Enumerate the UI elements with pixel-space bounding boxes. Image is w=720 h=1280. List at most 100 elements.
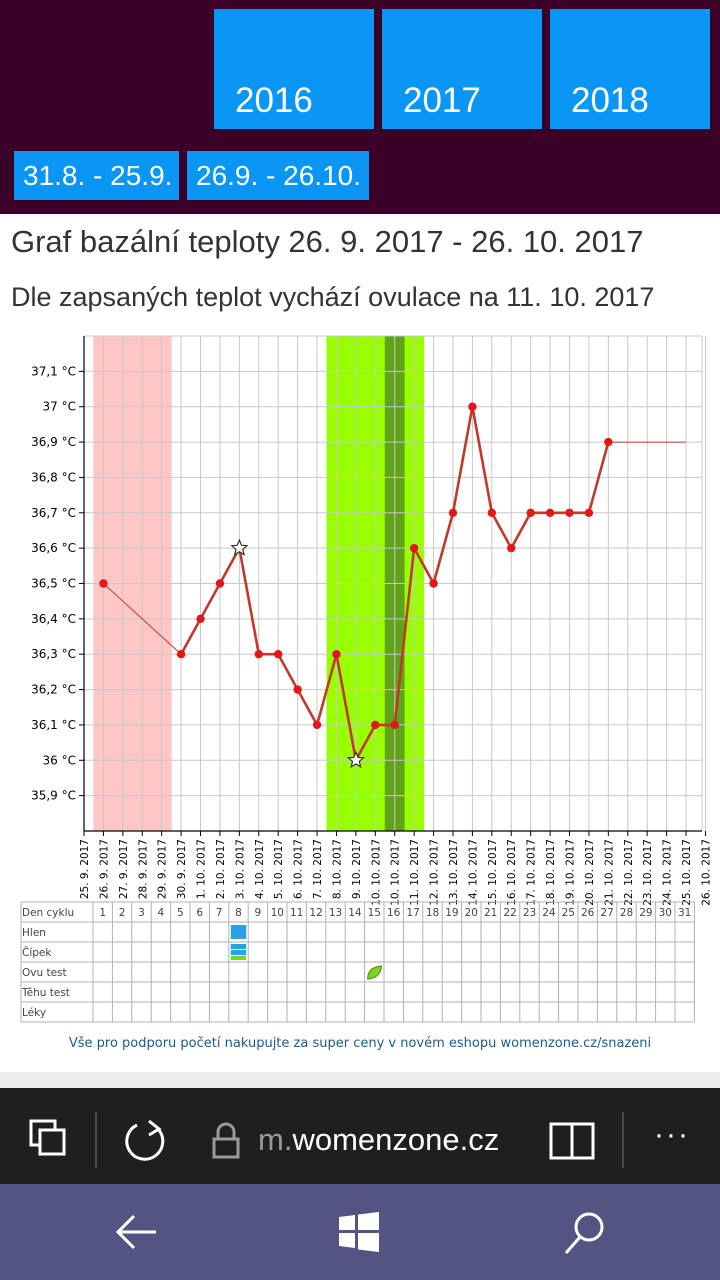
cycle-range-1[interactable]: 31.8. - 25.9. <box>14 151 179 200</box>
temperature-line <box>277 653 299 691</box>
cycle-range-2[interactable]: 26.9. - 26.10. <box>187 151 369 200</box>
temperature-point[interactable] <box>507 543 516 553</box>
y-tick-label: 36,6 °C <box>31 541 76 555</box>
temperature-point[interactable] <box>565 508 574 517</box>
temperature-point[interactable] <box>468 402 477 411</box>
table-row-label: Den cyklu <box>22 907 74 919</box>
cycle-day-number: 13 <box>329 907 342 919</box>
temperature-point[interactable] <box>254 650 263 659</box>
temperature-point[interactable] <box>584 508 594 517</box>
temperature-point[interactable] <box>293 685 302 694</box>
page-bottom-strip <box>0 1072 720 1088</box>
x-tick-label: 28. 9. 2017 <box>137 839 149 899</box>
y-tick-label: 36,4 °C <box>31 612 76 626</box>
url-domain: womenzone.cz <box>292 1122 500 1157</box>
temperature-point[interactable] <box>487 508 497 517</box>
cervix-stripes-icon[interactable] <box>230 944 247 949</box>
blue-square-icon[interactable] <box>230 925 247 939</box>
year-tile-2016[interactable]: 2016 <box>214 9 374 129</box>
toolbar-separator <box>622 1112 624 1168</box>
cycle-day-number: 25 <box>562 907 575 919</box>
temperature-point[interactable] <box>176 650 186 659</box>
cycle-day-number: 3 <box>138 907 145 919</box>
temperature-point[interactable] <box>448 508 458 517</box>
x-tick-label: 4. 10. 2017 <box>254 839 266 899</box>
y-tick-label: 37,1 °C <box>31 364 76 378</box>
temperature-line <box>315 653 338 726</box>
page-title: Graf bazální teploty 26. 9. 2017 - 26. 1… <box>11 224 644 259</box>
temperature-point[interactable] <box>409 543 419 553</box>
cycle-day-number: 16 <box>387 907 401 919</box>
temperature-point[interactable] <box>545 508 555 517</box>
star-marker[interactable] <box>230 538 249 556</box>
tabs-icon[interactable] <box>28 1118 68 1158</box>
y-tick-label: 36,2 °C <box>31 683 76 697</box>
x-tick-label: 19. 10. 2017 <box>565 839 577 906</box>
cycle-day-number: 26 <box>581 907 595 919</box>
temperature-line <box>296 688 319 726</box>
x-tick-label: 24. 10. 2017 <box>662 839 674 906</box>
x-tick-label: 3. 10. 2017 <box>234 839 246 899</box>
y-tick-label: 37 °C <box>43 400 76 414</box>
x-tick-label: 5. 10. 2017 <box>273 839 285 899</box>
cycle-day-number: 27 <box>600 907 613 919</box>
temperature-point[interactable] <box>429 579 438 588</box>
cycle-day-number: 20 <box>465 907 478 919</box>
green-leaf-icon[interactable] <box>367 965 383 980</box>
temperature-point[interactable] <box>604 437 613 447</box>
cycle-day-number: 31 <box>678 907 691 919</box>
back-arrow-icon[interactable] <box>112 1210 162 1254</box>
x-tick-label: 7. 10. 2017 <box>312 839 324 899</box>
temperature-point[interactable] <box>215 579 225 588</box>
temperature-line <box>413 547 435 585</box>
temperature-line <box>179 618 202 655</box>
cycle-day-number: 2 <box>119 907 126 919</box>
y-tick-label: 36,7 °C <box>31 506 76 520</box>
temperature-point[interactable] <box>371 720 380 730</box>
temperature-point[interactable] <box>526 508 535 517</box>
x-tick-label: 12. 10. 2017 <box>429 839 441 906</box>
temperature-line <box>393 548 416 726</box>
temperature-point[interactable] <box>99 579 108 588</box>
cycle-day-number: 8 <box>235 907 242 919</box>
temperature-line <box>354 724 377 761</box>
temperature-point[interactable] <box>390 720 399 730</box>
x-tick-label: 13. 10. 2017 <box>448 839 460 906</box>
windows-start-icon[interactable] <box>338 1211 380 1253</box>
system-nav-bar <box>0 1184 720 1280</box>
x-tick-label: 15. 10. 2017 <box>487 839 499 906</box>
y-tick-label: 35,9 °C <box>31 789 76 803</box>
x-tick-label: 29. 9. 2017 <box>157 839 169 899</box>
more-icon[interactable]: ··· <box>654 1118 690 1151</box>
reading-view-icon[interactable] <box>548 1118 598 1164</box>
cycle-day-number: 12 <box>309 907 322 919</box>
star-marker[interactable] <box>346 750 365 769</box>
x-tick-label: 27. 9. 2017 <box>118 839 130 899</box>
x-tick-label: 10. 10. 2017 <box>370 839 382 906</box>
bbt-chart: 37,1 °C 37 °C 36,9 °C 36,8 °C 36,7 °C 36,6 °C… <box>20 335 720 1023</box>
cycle-day-number: 30 <box>659 907 672 919</box>
temperature-point[interactable] <box>312 720 322 730</box>
table-row-label: Čípek <box>22 946 52 959</box>
temperature-point[interactable] <box>196 614 205 624</box>
temperature-point[interactable] <box>274 650 283 659</box>
search-icon[interactable] <box>562 1209 608 1257</box>
x-tick-label: 6. 10. 2017 <box>293 839 305 899</box>
year-tile-2017[interactable]: 2017 <box>382 9 542 129</box>
year-tile-2018[interactable]: 2018 <box>550 9 710 129</box>
browser-bar: m.womenzone.cz ··· <box>0 1088 720 1184</box>
x-tick-label: 21. 10. 2017 <box>603 839 615 906</box>
cycle-day-number: 4 <box>158 907 165 919</box>
eshop-promo-link[interactable]: Vše pro podporu početí nakupujte za supe… <box>68 1036 652 1051</box>
refresh-icon[interactable] <box>120 1116 170 1166</box>
address-bar[interactable]: m.womenzone.cz <box>258 1122 499 1158</box>
x-tick-label: 1. 10. 2017 <box>196 839 208 899</box>
y-tick-label: 36,9 °C <box>31 435 76 449</box>
x-tick-label: 2. 10. 2017 <box>215 839 227 899</box>
cycle-day-number: 9 <box>255 907 262 919</box>
y-tick-label: 36,5 °C <box>31 577 76 591</box>
temperature-point[interactable] <box>332 650 341 659</box>
cycle-day-number: 22 <box>503 907 516 919</box>
lock-icon <box>212 1122 240 1159</box>
cycle-day-number: 15 <box>368 907 381 919</box>
